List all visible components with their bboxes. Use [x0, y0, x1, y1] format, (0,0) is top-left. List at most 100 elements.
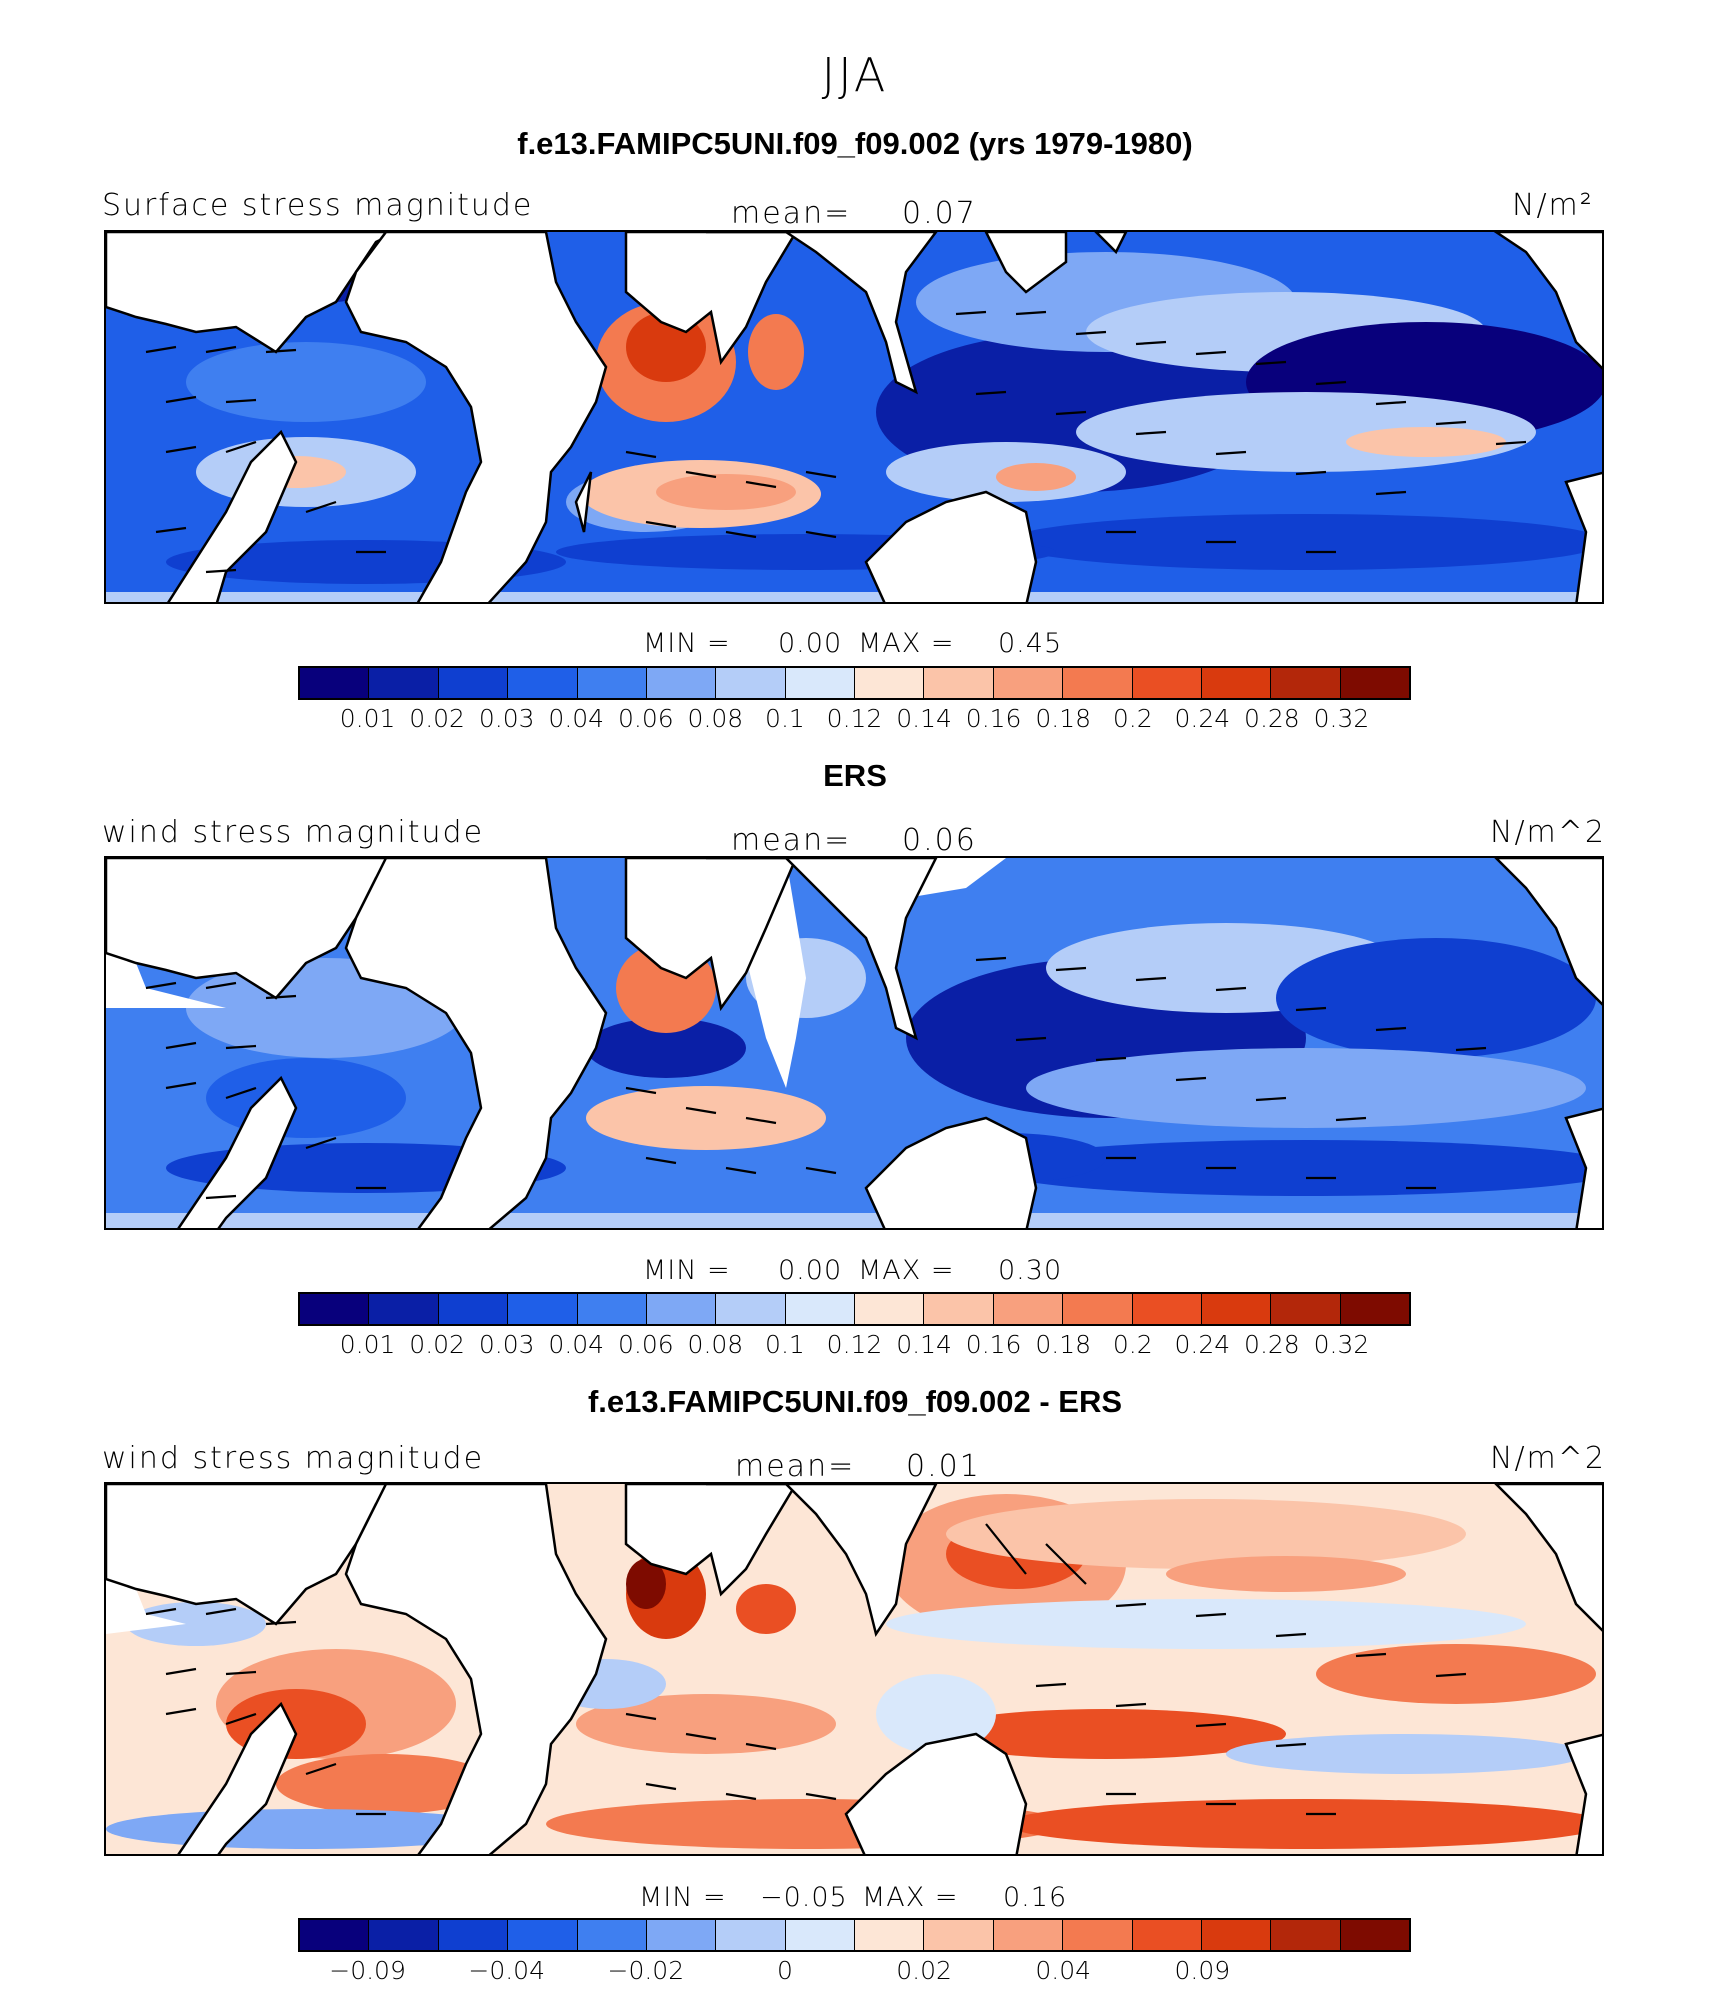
- colorbar-swatch: [1201, 668, 1272, 698]
- colorbar-swatch: [438, 668, 509, 698]
- colorbar-swatch: [1132, 1920, 1202, 1950]
- colorbar-swatch: [785, 1920, 855, 1950]
- panel-1-max-label: MAX =: [858, 628, 955, 659]
- panel-3-colorbar-ticks: −0.09 −0.04 −0.02 0 0.02 0.04 0.09: [298, 1956, 1411, 1986]
- colorbar-tick-label: 0.14: [896, 704, 952, 733]
- colorbar-tick-label: 0.09: [1174, 1956, 1231, 1985]
- colorbar-swatch: [508, 1920, 578, 1950]
- panel-2-map-canvas: [106, 858, 1602, 1228]
- colorbar-swatch: [646, 1294, 717, 1324]
- panel-3-mean-label: mean=: [735, 1449, 856, 1484]
- colorbar-tick-label: 0.18: [1035, 1330, 1092, 1359]
- panel-3-colorbar: [298, 1918, 1411, 1952]
- colorbar-swatch: [924, 1294, 994, 1324]
- panel-2-mean-label: mean=: [731, 823, 852, 858]
- panel-2-min-label: MIN =: [643, 1255, 731, 1286]
- panel-3-mean-value: 0.01: [906, 1449, 981, 1484]
- panel-2-min-value: 0.00: [778, 1255, 843, 1286]
- colorbar-swatch: [785, 1294, 855, 1324]
- colorbar-tick-label: 0.1: [765, 704, 805, 733]
- colorbar-tick-label: 0.16: [965, 704, 1022, 733]
- colorbar-tick-label: 0.32: [1313, 704, 1370, 733]
- panel-2-variable-label: wind stress magnitude: [102, 815, 485, 850]
- colorbar-tick-label: 0.24: [1174, 704, 1231, 733]
- colorbar-swatch: [577, 668, 647, 698]
- colorbar-swatch: [577, 1920, 647, 1950]
- panel-1-colorbar: [298, 666, 1411, 700]
- colorbar-swatch: [924, 1920, 994, 1950]
- colorbar-swatch: [993, 1920, 1064, 1950]
- colorbar-tick-label: 0.12: [826, 1330, 883, 1359]
- colorbar-tick-label: 0.02: [409, 704, 465, 733]
- panel-1-title: f.e13.FAMIPC5UNI.f09_f09.002 (yrs 1979-1…: [517, 126, 1193, 161]
- panel-3-variable-label: wind stress magnitude: [102, 1441, 485, 1476]
- colorbar-tick-label: 0.01: [339, 1330, 396, 1359]
- colorbar-swatch: [300, 1294, 370, 1324]
- colorbar-tick-label: 0.04: [1035, 1956, 1092, 1985]
- panel-1-units: N/m²: [1512, 188, 1594, 223]
- colorbar-swatch: [369, 1294, 439, 1324]
- colorbar-swatch: [716, 668, 786, 698]
- panel-2-mean-value: 0.06: [902, 823, 977, 858]
- colorbar-tick-label: 0.03: [478, 704, 535, 733]
- colorbar-swatch: [1340, 1294, 1409, 1324]
- colorbar-tick-label: 0.08: [687, 1330, 744, 1359]
- colorbar-swatch: [1201, 1920, 1272, 1950]
- colorbar-swatch: [1063, 668, 1133, 698]
- panel-1-map-canvas: [106, 232, 1602, 602]
- colorbar-swatch: [1201, 1294, 1272, 1324]
- colorbar-tick-label: 0.1: [765, 1330, 805, 1359]
- colorbar-swatch: [855, 668, 925, 698]
- colorbar-tick-label: 0.08: [687, 704, 744, 733]
- colorbar-tick-label: 0.04: [548, 704, 605, 733]
- colorbar-swatch: [577, 1294, 647, 1324]
- colorbar-tick-label: 0.06: [617, 1330, 674, 1359]
- colorbar-swatch: [1132, 668, 1202, 698]
- panel-2-colorbar-ticks: 0.01 0.02 0.03 0.04 0.06 0.08 0.1 0.12 0.14 0.16 0…: [298, 1330, 1411, 1360]
- colorbar-tick-label: 0.12: [826, 704, 883, 733]
- season-title: JJA: [821, 48, 889, 102]
- colorbar-tick-label: 0.2: [1112, 1330, 1153, 1359]
- panel-3-max-label: MAX =: [862, 1882, 959, 1913]
- panel-3-units: N/m^2: [1490, 1441, 1606, 1476]
- colorbar-swatch: [369, 668, 439, 698]
- colorbar-swatch: [993, 1294, 1064, 1324]
- panel-3-title: f.e13.FAMIPC5UNI.f09_f09.002 - ERS: [587, 1384, 1123, 1419]
- colorbar-swatch: [1063, 1920, 1133, 1950]
- colorbar-tick-label: 0.01: [339, 704, 396, 733]
- panel-1-min-value: 0.00: [778, 628, 843, 659]
- colorbar-tick-label: −0.04: [468, 1956, 545, 1985]
- panel-1-variable-label: Surface stress magnitude: [102, 188, 534, 223]
- panel-1-map: [104, 230, 1604, 604]
- colorbar-tick-label: 0.18: [1035, 704, 1092, 733]
- colorbar-swatch: [646, 668, 717, 698]
- colorbar-tick-label: 0.02: [409, 1330, 465, 1359]
- colorbar-swatch: [924, 668, 994, 698]
- panel-3-min-value: −0.05: [760, 1882, 848, 1913]
- colorbar-tick-label: 0.14: [896, 1330, 952, 1359]
- panel-1-colorbar-ticks: 0.01 0.02 0.03 0.04 0.06 0.08 0.1 0.12 0.14 0.16 0…: [298, 704, 1411, 734]
- colorbar-swatch: [716, 1294, 786, 1324]
- colorbar-swatch: [300, 1920, 370, 1950]
- colorbar-swatch: [508, 668, 578, 698]
- panel-2-map: [104, 856, 1604, 1230]
- panel-3-min-label: MIN =: [639, 1882, 727, 1913]
- colorbar-tick-label: 0.06: [617, 704, 674, 733]
- colorbar-tick-label: −0.09: [329, 1956, 406, 1985]
- colorbar-tick-label: 0.28: [1244, 1330, 1300, 1359]
- panel-2-max-label: MAX =: [858, 1255, 955, 1286]
- colorbar-tick-label: 0.2: [1112, 704, 1153, 733]
- panel-1-max-value: 0.45: [998, 628, 1063, 659]
- colorbar-swatch: [1340, 668, 1409, 698]
- panel-3-max-value: 0.16: [1003, 1882, 1068, 1913]
- colorbar-swatch: [646, 1920, 717, 1950]
- colorbar-tick-label: 0.24: [1174, 1330, 1231, 1359]
- colorbar-swatch: [993, 668, 1064, 698]
- panel-2-max-value: 0.30: [998, 1255, 1063, 1286]
- panel-3-map: [104, 1482, 1604, 1856]
- colorbar-swatch: [1271, 1920, 1341, 1950]
- panel-1-min-label: MIN =: [643, 628, 731, 659]
- panel-3-map-canvas: [106, 1484, 1602, 1854]
- colorbar-swatch: [300, 668, 370, 698]
- colorbar-swatch: [1340, 1920, 1409, 1950]
